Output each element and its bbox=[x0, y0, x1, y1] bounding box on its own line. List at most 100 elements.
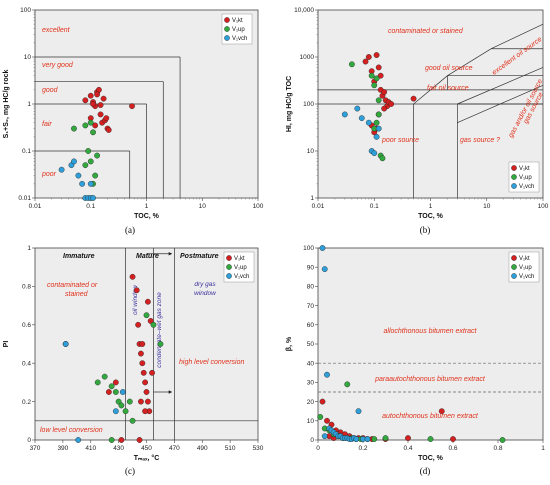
x-tick-label: 10 bbox=[199, 203, 207, 210]
data-point bbox=[90, 101, 96, 107]
data-point bbox=[119, 389, 126, 395]
y-tick-label: 0.2 bbox=[22, 399, 31, 406]
data-point bbox=[379, 155, 386, 162]
data-point bbox=[92, 172, 99, 179]
legend-label: V₁kt bbox=[519, 256, 530, 262]
y-tick-label: 100 bbox=[20, 7, 31, 14]
series-0 bbox=[82, 86, 135, 133]
data-point bbox=[324, 371, 330, 378]
data-point bbox=[139, 341, 146, 347]
data-point bbox=[140, 369, 147, 376]
data-point bbox=[373, 119, 380, 126]
panel-d: 0 0.2 0.4 0.6 0.8 10102030405060708090100TOC,… bbox=[286, 245, 545, 476]
boundary-line bbox=[491, 23, 544, 50]
legend-label: V₁vch bbox=[232, 36, 247, 42]
region-label: allochthonous bitumen extract bbox=[384, 328, 478, 335]
region-label: fair oil source bbox=[427, 85, 469, 92]
legend-marker bbox=[511, 255, 517, 261]
y-tick-label: 10 bbox=[307, 148, 315, 155]
x-axis-label: TOC, % bbox=[134, 213, 160, 220]
series-0 bbox=[62, 273, 155, 443]
data-point bbox=[126, 398, 133, 405]
data-point bbox=[105, 127, 112, 133]
y-tick-label: 0 bbox=[310, 437, 314, 444]
data-point bbox=[499, 437, 506, 443]
window-label-line: dry gas bbox=[194, 281, 216, 288]
data-point bbox=[341, 111, 348, 118]
zone-label: Mature bbox=[136, 253, 159, 260]
data-point bbox=[105, 389, 112, 395]
data-point bbox=[71, 125, 77, 132]
panel-c: 370 390 410 430 450 470 490 510 530 0 0.2 0.4 0.6 0.8… bbox=[3, 245, 264, 476]
legend-label: V₁kt bbox=[232, 18, 243, 24]
y-tick-label: 20 bbox=[307, 399, 315, 406]
legend-marker bbox=[224, 35, 230, 41]
boundary-line bbox=[457, 67, 544, 105]
panel-caption: (a) bbox=[125, 225, 135, 235]
y-tick-label: 10 bbox=[24, 54, 32, 61]
data-point bbox=[129, 103, 135, 110]
data-point bbox=[129, 273, 136, 280]
legend: V₁kt V₁up V₁vch bbox=[221, 13, 253, 45]
data-point bbox=[375, 97, 382, 104]
legend-marker bbox=[226, 273, 232, 279]
window-label: oil window bbox=[132, 284, 139, 315]
data-point bbox=[354, 105, 361, 112]
x-tick-label: 0.01 bbox=[312, 203, 325, 210]
data-point bbox=[368, 72, 375, 79]
series-2 bbox=[319, 245, 371, 442]
region-label: excellent bbox=[42, 27, 71, 34]
region-label: very good bbox=[42, 62, 74, 69]
data-point bbox=[71, 158, 77, 165]
data-point bbox=[129, 417, 136, 424]
y-tick-label: 80 bbox=[307, 284, 315, 291]
y-tick-label: 0.1 bbox=[22, 148, 31, 155]
x-tick-label: 0.6 bbox=[448, 445, 457, 452]
x-tick-label: 0 bbox=[316, 445, 320, 452]
y-tick-label: 100 bbox=[303, 101, 314, 108]
data-point bbox=[365, 119, 372, 126]
x-tick-label: 430 bbox=[113, 445, 124, 452]
data-point bbox=[382, 435, 389, 441]
y-tick-label: 90 bbox=[307, 264, 315, 271]
x-tick-label: 390 bbox=[57, 445, 68, 452]
data-point bbox=[321, 433, 328, 440]
data-point bbox=[138, 398, 144, 405]
series-2 bbox=[62, 341, 126, 443]
data-point bbox=[143, 389, 150, 395]
series-1 bbox=[94, 312, 164, 443]
y-tick-label: 50 bbox=[307, 341, 315, 348]
series-2 bbox=[58, 158, 96, 201]
data-point bbox=[79, 180, 86, 187]
legend: V₁kt V₁up V₁vch bbox=[508, 251, 540, 283]
x-tick-label: 0.2 bbox=[358, 445, 367, 452]
data-point bbox=[324, 417, 330, 424]
y-axis-label: PI bbox=[3, 341, 10, 348]
data-point bbox=[157, 341, 164, 347]
data-point bbox=[405, 435, 411, 441]
data-point bbox=[94, 91, 101, 98]
data-point bbox=[388, 101, 395, 107]
boundary-line bbox=[457, 84, 544, 124]
data-point bbox=[375, 111, 382, 118]
data-point bbox=[133, 287, 140, 294]
data-point bbox=[373, 133, 380, 140]
region-label: good oil source bbox=[425, 65, 473, 72]
region-label: contaminated or stained bbox=[388, 28, 464, 35]
data-point bbox=[97, 111, 104, 118]
series-2 bbox=[341, 105, 382, 157]
data-point bbox=[373, 52, 380, 58]
y-tick-label: 1 bbox=[310, 195, 314, 202]
y-axis-label: β, % bbox=[286, 336, 293, 351]
plot-area bbox=[34, 247, 259, 441]
x-tick-label: 0.4 bbox=[403, 445, 412, 452]
y-tick-label: 0 bbox=[27, 437, 31, 444]
data-point bbox=[112, 389, 119, 395]
legend-label: V₁up bbox=[234, 265, 247, 271]
data-point bbox=[353, 436, 360, 442]
y-tick-label: 70 bbox=[307, 303, 315, 310]
data-point bbox=[136, 437, 143, 443]
panel-a: 0.01 0.1 1 10 100 0.01 0.1 1 10 100 TOC, % S₁+S₂, m… bbox=[3, 7, 264, 235]
series-1 bbox=[71, 119, 101, 187]
